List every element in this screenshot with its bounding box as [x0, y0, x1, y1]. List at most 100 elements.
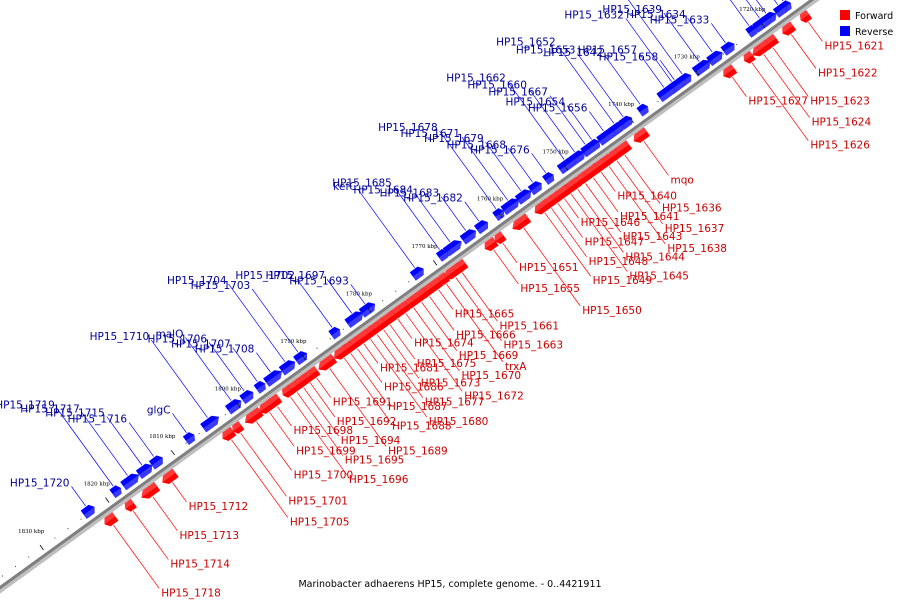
forward-gene-label[interactable]: mqo	[670, 174, 693, 186]
reverse-gene-label[interactable]: HP15_1667	[488, 87, 548, 99]
forward-gene-label[interactable]: HP15_1699	[296, 445, 356, 457]
forward-gene-label[interactable]: HP15_1695	[345, 455, 405, 467]
reverse-gene-arrow[interactable]	[409, 266, 424, 281]
reverse-gene-arrow[interactable]	[542, 172, 555, 185]
forward-gene-label[interactable]: HP15_1626	[810, 140, 870, 152]
reverse-gene-label[interactable]: malQ	[156, 328, 184, 340]
reverse-gene-arrow[interactable]	[442, 240, 462, 257]
reverse-gene-label[interactable]: HP15_1697	[266, 270, 326, 282]
forward-gene-arrow[interactable]	[534, 199, 552, 215]
forward-gene-label[interactable]: HP15_1680	[429, 416, 489, 428]
forward-gene-label[interactable]: HP15_1686	[384, 382, 444, 394]
forward-gene-arrow[interactable]	[512, 213, 532, 231]
forward-gene-label[interactable]: HP15_1644	[625, 251, 685, 263]
reverse-gene-label[interactable]: HP15_1684	[353, 184, 413, 196]
forward-gene-label[interactable]: HP15_1672	[464, 390, 524, 402]
reverse-gene-arrow[interactable]	[200, 415, 219, 433]
reverse-gene-label[interactable]: HP15_1707	[171, 339, 231, 351]
forward-gene-label[interactable]: HP15_1621	[824, 41, 884, 53]
forward-gene-label[interactable]: HP15_1698	[293, 425, 353, 437]
reverse-gene-arrow[interactable]	[109, 485, 122, 499]
reverse-gene-arrow[interactable]	[720, 41, 735, 56]
reverse-gene-label[interactable]: HP15_1702	[235, 270, 295, 282]
forward-gene-label[interactable]: HP15_1640	[617, 191, 677, 203]
forward-gene-arrow[interactable]	[484, 236, 499, 252]
forward-gene-label[interactable]: HP15_1647	[585, 236, 645, 248]
forward-gene-arrow[interactable]	[494, 231, 507, 245]
reverse-gene-arrow[interactable]	[148, 455, 163, 470]
reverse-gene-arrow[interactable]	[473, 220, 488, 235]
forward-gene-label[interactable]: HP15_1673	[421, 377, 481, 389]
reverse-gene-label[interactable]: HP15_1715	[45, 408, 105, 420]
reverse-gene-label[interactable]: HP15_1657	[578, 44, 638, 56]
reverse-gene-label[interactable]: HP15_1706	[147, 333, 207, 345]
reverse-gene-arrow[interactable]	[556, 157, 576, 175]
reverse-gene-arrow[interactable]	[772, 3, 787, 18]
forward-gene-arrow[interactable]	[743, 50, 756, 64]
reverse-gene-arrow[interactable]	[253, 380, 266, 394]
forward-gene-label[interactable]: HP15_1638	[667, 243, 727, 255]
forward-gene-label[interactable]: HP15_1655	[520, 283, 580, 295]
reverse-gene-label[interactable]: HP15_1685	[332, 177, 392, 189]
forward-gene-label[interactable]: HP15_1661	[499, 320, 559, 332]
reverse-gene-label[interactable]: HP15_1671	[400, 128, 460, 140]
forward-gene-arrow[interactable]	[799, 10, 813, 23]
reverse-gene-label[interactable]: kefC	[333, 181, 356, 193]
reverse-gene-arrow[interactable]	[239, 389, 254, 405]
forward-gene-label[interactable]: HP15_1648	[589, 256, 649, 268]
forward-gene-label[interactable]: HP15_1691	[333, 397, 393, 409]
forward-gene-label[interactable]: HP15_1694	[341, 435, 401, 447]
reverse-gene-label[interactable]: HP15_1720	[10, 478, 70, 490]
forward-gene-label[interactable]: HP15_1670	[462, 370, 522, 382]
reverse-gene-label[interactable]: HP15_1682	[403, 193, 463, 205]
reverse-gene-label[interactable]: HP15_1654	[505, 97, 565, 109]
forward-gene-label[interactable]: HP15_1641	[620, 211, 680, 223]
forward-gene-label[interactable]: HP15_1649	[593, 275, 653, 287]
forward-gene-arrow[interactable]	[222, 426, 237, 441]
forward-gene-label[interactable]: HP15_1636	[662, 203, 722, 215]
reverse-gene-arrow[interactable]	[596, 129, 615, 146]
reverse-gene-label[interactable]: HP15_1639	[602, 4, 662, 16]
reverse-gene-label[interactable]: HP15_1653	[516, 45, 576, 57]
reverse-gene-arrow[interactable]	[527, 181, 542, 196]
reverse-gene-arrow[interactable]	[344, 311, 364, 329]
reverse-gene-label[interactable]: HP15_1660	[467, 80, 527, 92]
forward-gene-arrow[interactable]	[244, 407, 264, 424]
forward-gene-label[interactable]: HP15_1665	[455, 308, 515, 320]
reverse-gene-arrow[interactable]	[278, 360, 296, 376]
forward-gene-label[interactable]: HP15_1645	[629, 271, 689, 283]
forward-gene-label[interactable]: HP15_1627	[748, 96, 808, 108]
forward-gene-label[interactable]: HP15_1712	[189, 501, 249, 513]
reverse-gene-arrow[interactable]	[135, 463, 153, 480]
reverse-gene-label[interactable]: HP15_1662	[446, 73, 506, 85]
reverse-gene-arrow[interactable]	[500, 198, 520, 216]
reverse-gene-arrow[interactable]	[636, 103, 649, 117]
reverse-gene-arrow[interactable]	[328, 326, 341, 340]
forward-gene-label[interactable]: HP15_1624	[812, 117, 872, 129]
forward-gene-label[interactable]: HP15_1692	[337, 416, 397, 428]
forward-gene-label[interactable]: HP15_1687	[388, 401, 448, 413]
reverse-gene-label[interactable]: HP15_1658	[599, 51, 659, 63]
forward-gene-label[interactable]: HP15_1688	[392, 420, 452, 432]
reverse-gene-label[interactable]: HP15_1708	[195, 344, 255, 356]
reverse-gene-label[interactable]: HP15_1719	[0, 399, 55, 411]
reverse-gene-arrow[interactable]	[182, 432, 196, 445]
reverse-gene-arrow[interactable]	[120, 473, 139, 491]
forward-gene-label[interactable]: HP15_1651	[519, 262, 579, 274]
forward-gene-arrow[interactable]	[723, 64, 738, 79]
forward-gene-arrow[interactable]	[124, 498, 137, 512]
forward-gene-label[interactable]: HP15_1689	[388, 445, 448, 457]
forward-gene-label[interactable]: trxA	[505, 361, 527, 373]
reverse-gene-label[interactable]: HP15_1656	[528, 103, 588, 115]
reverse-gene-arrow[interactable]	[752, 16, 771, 33]
forward-gene-label[interactable]: HP15_1637	[665, 223, 725, 235]
forward-gene-label[interactable]: HP15_1713	[179, 530, 239, 542]
forward-gene-label[interactable]: HP15_1700	[294, 469, 354, 481]
forward-gene-arrow[interactable]	[162, 468, 179, 485]
reverse-gene-label[interactable]: glgC	[147, 404, 171, 416]
forward-gene-label[interactable]: HP15_1622	[818, 68, 878, 80]
reverse-gene-label[interactable]: HP15_1652	[496, 37, 556, 49]
reverse-gene-label[interactable]: HP15_1634	[626, 9, 686, 21]
reverse-gene-arrow[interactable]	[263, 370, 282, 387]
forward-gene-arrow[interactable]	[334, 344, 351, 360]
